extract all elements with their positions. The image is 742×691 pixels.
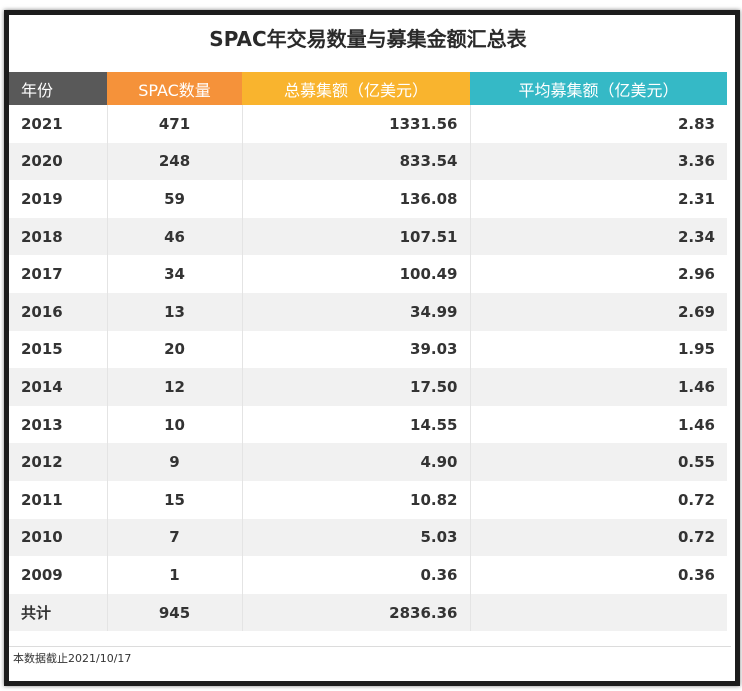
count-cell: 9 [106,443,242,481]
total-cell: 34.99 [241,292,470,331]
year-cell: 2014 [9,368,107,406]
count-cell: 1 [106,556,242,594]
year-cell: 2009 [9,556,107,594]
year-cell: 2013 [9,405,107,444]
table-row: 2016 13 34.99 2.69 [9,292,727,331]
year-cell: 2011 [9,480,107,519]
header-total-raised: 总募集额（亿美元） [242,72,470,105]
average-cell: 0.72 [469,480,727,519]
count-cell: 12 [106,368,242,406]
total-cell: 5.03 [241,518,470,557]
total-cell: 100.49 [241,255,470,293]
count-cell: 20 [106,330,242,369]
table-row: 2020 248 833.54 3.36 [9,142,727,181]
total-cell: 14.55 [241,405,470,444]
header-year: 年份 [9,72,107,105]
total-cell: 136.08 [241,180,470,218]
year-cell: 2010 [9,518,107,557]
footnote: 本数据截止2021/10/17 [9,646,731,667]
average-cell: 0.55 [469,443,727,481]
total-cell: 4.90 [241,443,470,481]
average-cell: 3.36 [469,142,727,181]
total-row: 共计 945 2836.36 [9,593,727,632]
summary-table-container: SPAC年交易数量与募集金额汇总表 年份 SPAC数量 总募集额（亿美元） 平均… [9,15,731,671]
average-cell: 2.34 [469,217,727,256]
count-cell: 7 [106,518,242,557]
year-cell: 2020 [9,142,107,181]
count-cell: 15 [106,480,242,519]
total-cell: 10.82 [241,480,470,519]
table-row: 2021 471 1331.56 2.83 [9,105,727,143]
table-row: 2018 46 107.51 2.34 [9,217,727,256]
total-cell: 17.50 [241,368,470,406]
year-cell: 2017 [9,255,107,293]
table-row: 2015 20 39.03 1.95 [9,330,727,369]
spac-summary-table: 年份 SPAC数量 总募集额（亿美元） 平均募集额（亿美元） 2021 471 13… [9,72,727,632]
table-row: 2013 10 14.55 1.46 [9,405,727,444]
average-cell: 0.36 [469,556,727,594]
total-cell: 1331.56 [241,105,470,143]
average-cell: 2.83 [469,105,727,143]
average-cell: 2.69 [469,292,727,331]
table-row: 2019 59 136.08 2.31 [9,180,727,218]
average-cell [469,593,727,632]
total-cell: 39.03 [241,330,470,369]
total-cell: 107.51 [241,217,470,256]
table-row: 2009 1 0.36 0.36 [9,556,727,594]
total-cell: 2836.36 [241,593,470,632]
table-title: SPAC年交易数量与募集金额汇总表 [209,27,527,51]
table-row: 2010 7 5.03 0.72 [9,518,727,557]
year-cell: 共计 [9,593,107,632]
table-row: 2017 34 100.49 2.96 [9,255,727,293]
table-row: 2011 15 10.82 0.72 [9,480,727,519]
header-average-raised: 平均募集额（亿美元） [470,72,727,105]
total-cell: 0.36 [241,556,470,594]
count-cell: 471 [106,105,242,143]
year-cell: 2021 [9,105,107,143]
count-cell: 46 [106,217,242,256]
count-cell: 13 [106,292,242,331]
total-cell: 833.54 [241,142,470,181]
header-row: 年份 SPAC数量 总募集额（亿美元） 平均募集额（亿美元） [9,72,727,105]
count-cell: 34 [106,255,242,293]
header-spac-count: SPAC数量 [107,72,242,105]
year-cell: 2015 [9,330,107,369]
count-cell: 945 [106,593,242,632]
count-cell: 248 [106,142,242,181]
average-cell: 1.46 [469,405,727,444]
table-row: 2014 12 17.50 1.46 [9,368,727,406]
average-cell: 1.46 [469,368,727,406]
average-cell: 1.95 [469,330,727,369]
year-cell: 2012 [9,443,107,481]
count-cell: 10 [106,405,242,444]
count-cell: 59 [106,180,242,218]
year-cell: 2016 [9,292,107,331]
table-row: 2012 9 4.90 0.55 [9,443,727,481]
year-cell: 2019 [9,180,107,218]
average-cell: 0.72 [469,518,727,557]
average-cell: 2.31 [469,180,727,218]
year-cell: 2018 [9,217,107,256]
average-cell: 2.96 [469,255,727,293]
